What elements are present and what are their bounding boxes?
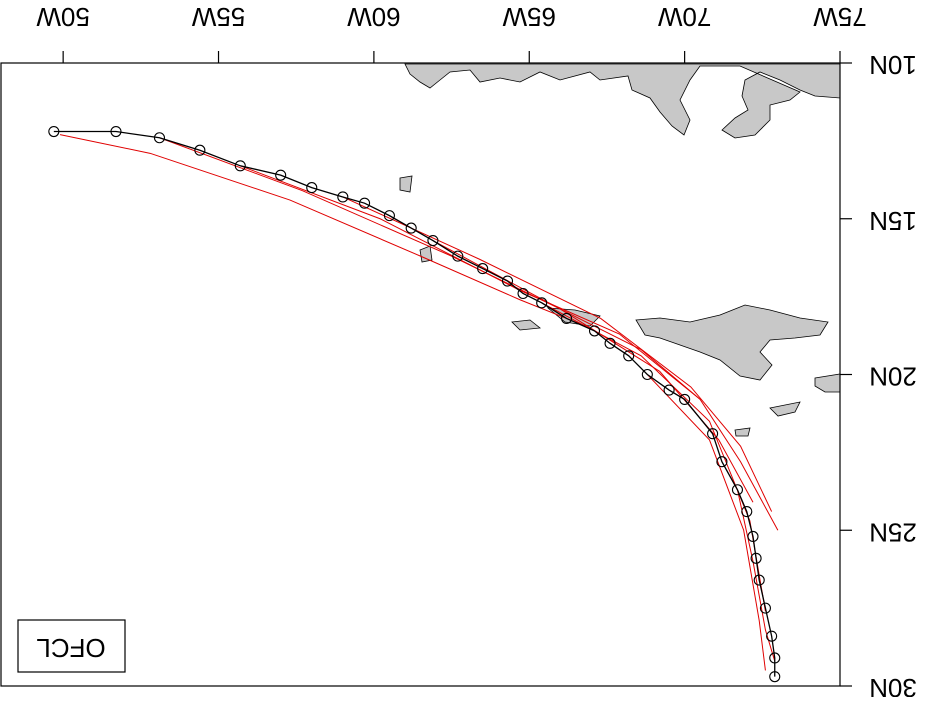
track-point bbox=[679, 393, 691, 405]
track-point bbox=[234, 160, 246, 172]
forecast-track bbox=[432, 240, 754, 503]
track-point bbox=[359, 197, 371, 209]
forecast-track bbox=[646, 374, 766, 671]
y-tick-label: 30N bbox=[869, 673, 917, 697]
land-mass bbox=[399, 175, 413, 193]
forecast-track bbox=[240, 165, 779, 531]
track-point bbox=[769, 652, 781, 664]
track-point bbox=[337, 191, 349, 203]
track-point bbox=[716, 456, 728, 468]
track-point bbox=[766, 630, 778, 642]
track-point bbox=[731, 484, 744, 496]
track-point bbox=[477, 263, 489, 275]
track-point bbox=[306, 182, 318, 194]
track-point bbox=[48, 125, 60, 138]
legend-label: OFCL bbox=[36, 633, 105, 663]
track-point bbox=[452, 250, 464, 262]
y-tick-label: 20N bbox=[869, 362, 917, 392]
track-point bbox=[588, 325, 601, 337]
forecast-track bbox=[159, 137, 701, 400]
track-point bbox=[769, 671, 781, 683]
land bbox=[399, 63, 841, 437]
legend-box bbox=[17, 619, 126, 673]
best-track bbox=[53, 130, 776, 677]
track-point bbox=[753, 574, 765, 586]
track-point bbox=[623, 350, 635, 362]
track-point bbox=[110, 125, 122, 138]
track-point bbox=[383, 210, 395, 222]
forecast-track bbox=[342, 196, 773, 512]
x-tick-label: 50W bbox=[36, 2, 90, 32]
track-point bbox=[663, 384, 675, 396]
land-mass bbox=[635, 304, 829, 381]
track-point bbox=[560, 312, 573, 324]
track-point bbox=[641, 368, 653, 381]
land-mass bbox=[769, 401, 801, 417]
x-tick-label: 75W bbox=[813, 2, 867, 32]
track-point bbox=[517, 287, 529, 300]
y-tick-label: 25N bbox=[869, 517, 917, 547]
track-point bbox=[750, 552, 762, 564]
track-point bbox=[405, 222, 417, 234]
x-tick-label: 65W bbox=[502, 2, 556, 32]
track-point bbox=[759, 602, 771, 614]
forecast-track bbox=[736, 489, 776, 662]
track-point bbox=[604, 337, 616, 349]
track-point bbox=[427, 235, 439, 247]
x-tick-label: 55W bbox=[191, 2, 245, 32]
track-point bbox=[194, 144, 206, 156]
track-point bbox=[501, 275, 514, 287]
track-point bbox=[153, 132, 166, 144]
land-mass bbox=[511, 319, 542, 331]
plot-frame bbox=[0, 62, 841, 687]
land-mass bbox=[814, 373, 841, 393]
forecast-track bbox=[59, 134, 583, 326]
x-tick-label: 60W bbox=[347, 2, 401, 32]
track-point bbox=[747, 530, 759, 543]
track-point bbox=[741, 506, 753, 518]
track-point bbox=[275, 169, 287, 181]
y-tick-label: 10N bbox=[869, 50, 917, 80]
x-tick-label: 70W bbox=[657, 2, 711, 32]
track-point bbox=[707, 428, 719, 440]
land-mass bbox=[734, 427, 751, 437]
land-mass bbox=[404, 63, 841, 139]
track-point bbox=[536, 297, 548, 309]
land-mass bbox=[419, 245, 433, 263]
y-tick-label: 15N bbox=[869, 206, 917, 236]
